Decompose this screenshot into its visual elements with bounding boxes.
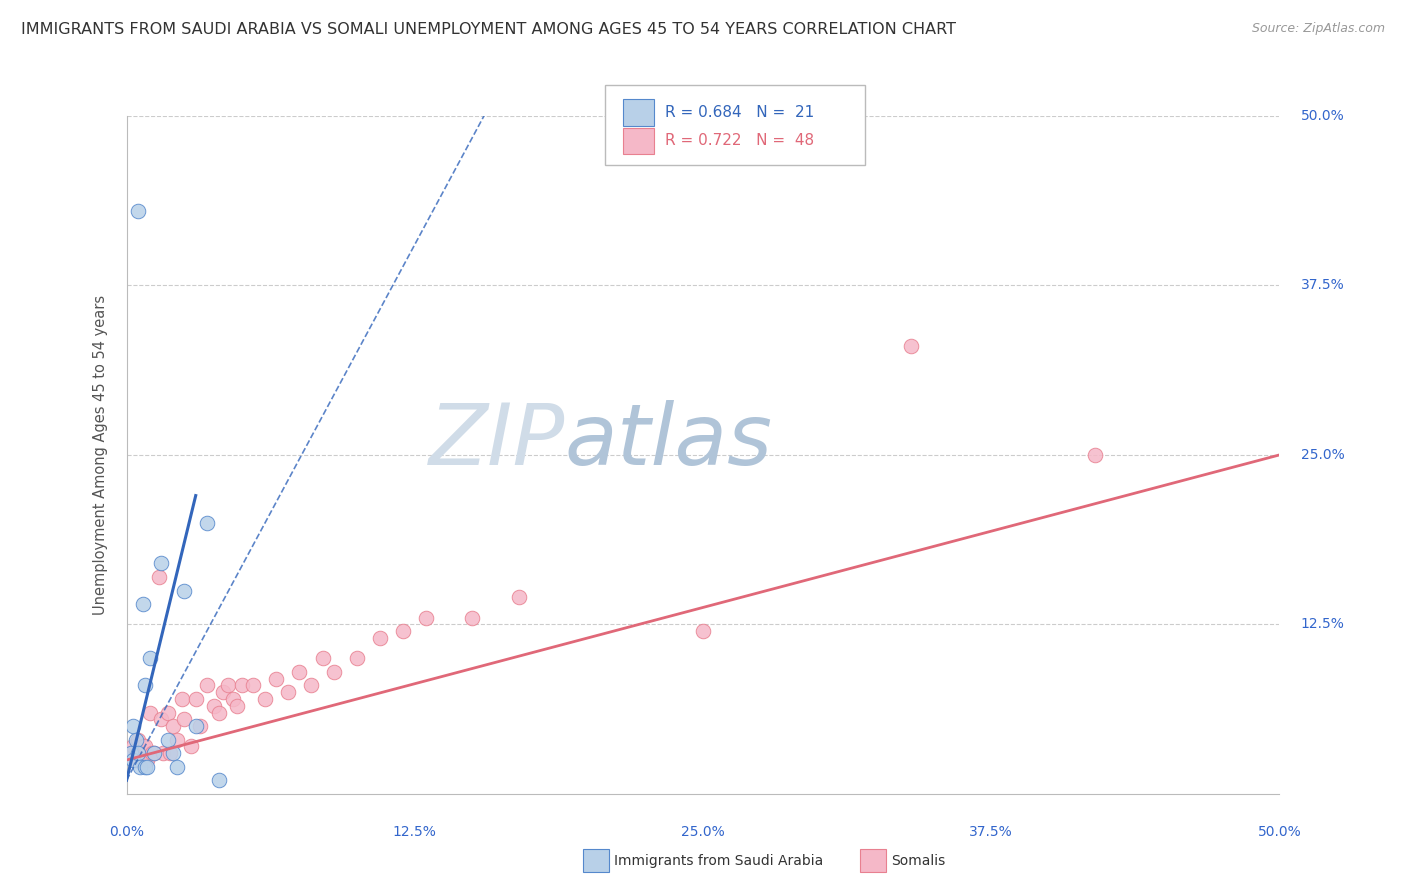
Point xyxy=(277,685,299,699)
Point xyxy=(125,753,148,767)
Text: 0.0%: 0.0% xyxy=(110,825,143,839)
Point xyxy=(141,746,163,760)
Point xyxy=(143,746,166,760)
Point xyxy=(195,516,218,530)
Point xyxy=(692,624,714,639)
Point xyxy=(311,651,333,665)
Point xyxy=(231,678,253,692)
Point xyxy=(415,610,437,624)
Point xyxy=(138,706,160,720)
Text: 50.0%: 50.0% xyxy=(1257,825,1302,839)
Text: atlas: atlas xyxy=(565,400,773,483)
Point xyxy=(129,746,152,760)
Text: 25.0%: 25.0% xyxy=(1301,448,1344,462)
Point xyxy=(122,739,145,754)
Point xyxy=(173,583,195,598)
Point xyxy=(134,739,156,754)
Point xyxy=(368,631,391,645)
Point xyxy=(127,203,149,218)
Text: R = 0.684   N =  21: R = 0.684 N = 21 xyxy=(665,105,814,120)
Point xyxy=(323,665,346,679)
Point xyxy=(162,719,184,733)
Point xyxy=(134,678,156,692)
Point xyxy=(346,651,368,665)
Point xyxy=(212,685,235,699)
Text: Source: ZipAtlas.com: Source: ZipAtlas.com xyxy=(1251,22,1385,36)
Point xyxy=(217,678,239,692)
Text: 12.5%: 12.5% xyxy=(1301,617,1344,632)
Point xyxy=(152,746,174,760)
Point xyxy=(170,692,193,706)
Point xyxy=(288,665,311,679)
Point xyxy=(136,753,159,767)
Text: Somalis: Somalis xyxy=(891,854,946,868)
Text: R = 0.722   N =  48: R = 0.722 N = 48 xyxy=(665,134,814,148)
Point xyxy=(184,719,207,733)
Point xyxy=(122,719,145,733)
Point xyxy=(148,570,170,584)
Point xyxy=(180,739,202,754)
Point xyxy=(131,597,153,611)
Point xyxy=(157,732,180,747)
Point xyxy=(184,692,207,706)
Point xyxy=(188,719,211,733)
Point xyxy=(138,651,160,665)
Point xyxy=(392,624,415,639)
Point xyxy=(253,692,276,706)
Point xyxy=(122,753,145,767)
Point xyxy=(120,746,142,760)
Point xyxy=(162,746,184,760)
Point xyxy=(226,698,249,713)
Text: 50.0%: 50.0% xyxy=(1301,109,1344,123)
Point xyxy=(173,712,195,726)
Point xyxy=(125,732,148,747)
Point xyxy=(129,760,152,774)
Point xyxy=(461,610,484,624)
Point xyxy=(221,692,243,706)
Text: 37.5%: 37.5% xyxy=(1301,278,1344,293)
Point xyxy=(166,760,188,774)
Point xyxy=(202,698,225,713)
Text: Immigrants from Saudi Arabia: Immigrants from Saudi Arabia xyxy=(614,854,824,868)
Point xyxy=(143,746,166,760)
Point xyxy=(150,712,173,726)
Text: ZIP: ZIP xyxy=(429,400,565,483)
Point xyxy=(159,746,181,760)
Point xyxy=(127,746,149,760)
Point xyxy=(150,557,173,571)
Point xyxy=(266,672,288,686)
Point xyxy=(136,760,159,774)
Point xyxy=(242,678,264,692)
Text: 25.0%: 25.0% xyxy=(681,825,725,839)
Point xyxy=(195,678,218,692)
Point xyxy=(208,706,231,720)
Point xyxy=(127,732,149,747)
Y-axis label: Unemployment Among Ages 45 to 54 years: Unemployment Among Ages 45 to 54 years xyxy=(93,295,108,615)
Point xyxy=(208,773,231,788)
Point xyxy=(131,739,153,754)
Point xyxy=(1084,448,1107,462)
Point xyxy=(120,746,142,760)
Point xyxy=(157,706,180,720)
Text: 12.5%: 12.5% xyxy=(392,825,437,839)
Point xyxy=(134,760,156,774)
Point xyxy=(299,678,322,692)
Text: IMMIGRANTS FROM SAUDI ARABIA VS SOMALI UNEMPLOYMENT AMONG AGES 45 TO 54 YEARS CO: IMMIGRANTS FROM SAUDI ARABIA VS SOMALI U… xyxy=(21,22,956,37)
Point xyxy=(166,732,188,747)
Point xyxy=(508,591,530,605)
Point xyxy=(900,339,922,353)
Text: 37.5%: 37.5% xyxy=(969,825,1014,839)
